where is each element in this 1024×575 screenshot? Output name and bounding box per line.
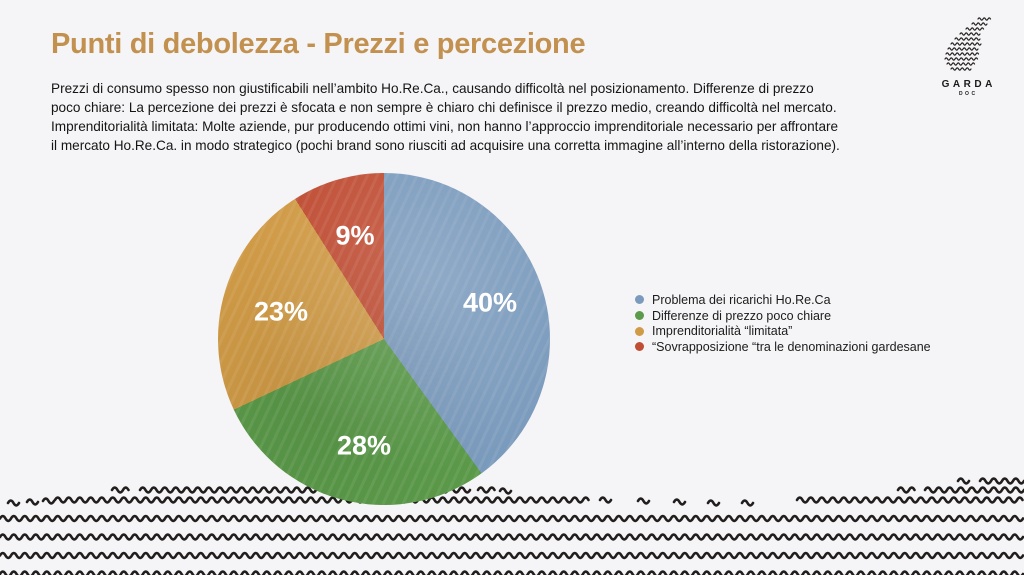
- legend-color-dot: [635, 311, 644, 321]
- pie-slice-percentage: 9%: [335, 220, 375, 251]
- logo-doc-label: DOC: [958, 91, 978, 97]
- legend-item-label: Differenze di prezzo poco chiare: [652, 308, 832, 323]
- slide-title: Punti di debolezza - Prezzi e percezione: [51, 28, 586, 60]
- legend-item: Problema dei ricarichi Ho.Re.Ca: [635, 292, 931, 308]
- legend-item: Imprenditorialità “limitata”: [635, 323, 931, 339]
- legend-item: “Sovrapposizione “tra le denominazioni g…: [635, 339, 931, 355]
- pie-paint-texture: [218, 173, 550, 505]
- legend-item-label: “Sovrapposizione “tra le denominazioni g…: [652, 339, 931, 354]
- pie-slice-percentage: 40%: [462, 287, 518, 318]
- logo-wordmark: GARDA: [941, 79, 996, 90]
- paragraph-line: Imprenditorialità limitata: Molte aziend…: [51, 119, 839, 134]
- legend-color-dot: [635, 295, 644, 305]
- legend-color-dot: [635, 342, 644, 352]
- legend-item: Differenze di prezzo poco chiare: [635, 308, 931, 324]
- garda-doc-logo: GARDA DOC: [924, 14, 1010, 97]
- legend-item-label: Problema dei ricarichi Ho.Re.Ca: [652, 292, 831, 307]
- lake-garda-waves-icon: [944, 17, 992, 71]
- paragraph-line: poco chiare: La percezione dei prezzi è …: [51, 100, 837, 115]
- paragraph-line: il mercato Ho.Re.Ca. in modo strategico …: [51, 138, 840, 153]
- pie-slice-percentage: 28%: [336, 430, 392, 461]
- intro-paragraph: Prezzi di consumo spesso non giustificab…: [51, 79, 840, 155]
- pie-graphic: [218, 173, 550, 505]
- chart-legend: Problema dei ricarichi Ho.Re.Ca Differenz…: [635, 292, 931, 355]
- legend-item-label: Imprenditorialità “limitata”: [652, 324, 793, 339]
- pie-slice-percentage: 23%: [253, 296, 309, 327]
- paragraph-line: Prezzi di consumo spesso non giustificab…: [51, 81, 814, 96]
- legend-color-dot: [635, 326, 644, 336]
